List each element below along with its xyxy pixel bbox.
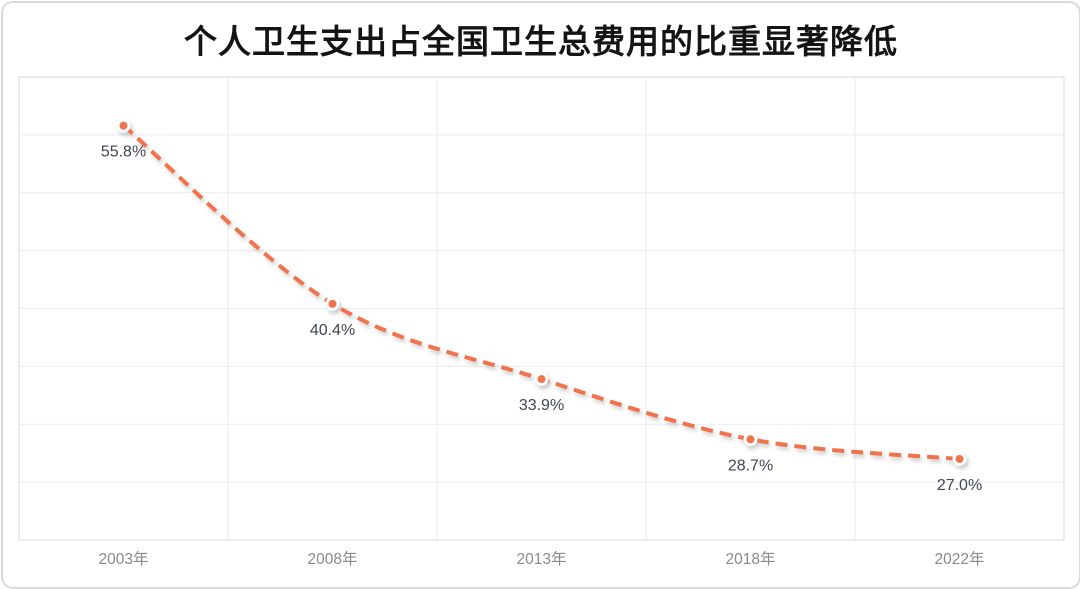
x-axis-label: 2018年: [726, 550, 776, 568]
x-axis-label: 2008年: [308, 550, 358, 568]
data-point-marker: [952, 451, 967, 466]
data-point-label: 55.8%: [101, 144, 146, 161]
data-point-label: 28.7%: [728, 457, 773, 474]
x-axis-label: 2013年: [517, 550, 567, 568]
data-point-marker: [534, 372, 549, 387]
data-point-marker: [116, 118, 131, 133]
data-point-marker: [325, 296, 340, 311]
series-group: [116, 118, 967, 466]
x-axis-label: 2022年: [935, 550, 985, 568]
chart-title: 个人卫生支出占全国卫生总费用的比重显著降低: [184, 23, 898, 60]
line-chart: 55.8% 40.4% 33.9% 28.7% 27.0% 2003年 2008年 2013年…: [18, 76, 1065, 568]
x-axis-label: 2003年: [99, 550, 149, 568]
series-line: [122, 124, 960, 461]
data-point-marker: [743, 432, 758, 447]
data-point-label: 33.9%: [519, 397, 564, 414]
plot-border: [18, 76, 1065, 541]
data-point-label: 40.4%: [310, 322, 355, 339]
data-point-label: 27.0%: [937, 477, 982, 494]
